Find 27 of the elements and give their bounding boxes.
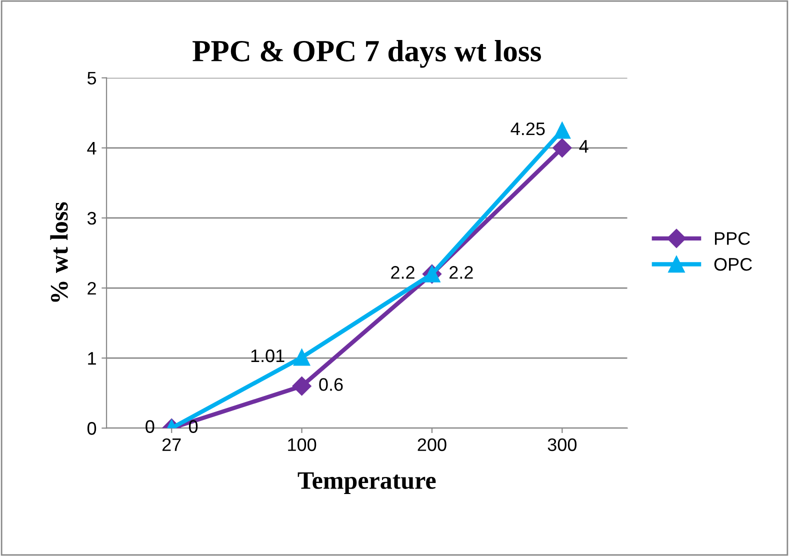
x-axis-title: Temperature [298, 472, 436, 494]
y-tick-label: 0 [87, 422, 96, 435]
x-tick-label: 200 [418, 438, 446, 452]
y-tick-label: 5 [87, 72, 96, 85]
point [552, 138, 572, 158]
data-label: 4 [579, 140, 588, 153]
legend-label: PPC [714, 232, 750, 245]
point [292, 376, 312, 396]
data-label: 0 [188, 420, 198, 433]
data-label: 4.25 [510, 122, 545, 136]
data-label: 0.6 [319, 378, 343, 391]
y-tick-label: 2 [88, 282, 96, 295]
y-tick-label: 1 [88, 352, 96, 365]
legend-label: OPC [714, 258, 752, 271]
data-label: 0 [146, 420, 154, 433]
chart-title: PPC & OPC 7 days wt loss [192, 40, 541, 68]
data-label: 1.01 [251, 349, 284, 362]
x-tick-label: 100 [288, 438, 316, 452]
data-label: 2.2 [450, 266, 473, 279]
y-tick-label: 3 [87, 212, 96, 225]
point [554, 122, 570, 139]
point [293, 349, 310, 366]
y-tick-label: 4 [87, 142, 96, 154]
x-tick-label: 300 [548, 438, 577, 452]
x-tick-label: 27 [162, 438, 181, 451]
data-label: 2.2 [391, 266, 414, 279]
y-axis-title: % wt loss [50, 202, 68, 302]
